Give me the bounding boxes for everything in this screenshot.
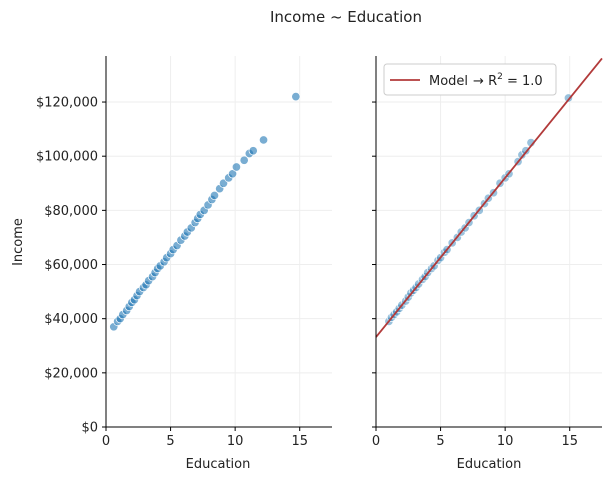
left-data-point [239, 155, 249, 165]
right-grid [375, 56, 602, 428]
left-data-point [248, 146, 258, 156]
right-panel: 0 5 10 15 Education Model → R2 = 1.0 [372, 56, 603, 472]
left-data-point [228, 169, 238, 179]
legend-formula-sup: 2 [497, 72, 503, 82]
left-x-tick-label: 0 [102, 434, 110, 449]
left-x-tick-label: 5 [166, 434, 174, 449]
left-x-tick-label: 15 [291, 434, 308, 449]
left-x-tick-label: 10 [227, 434, 244, 449]
right-axes: 0 5 10 15 [372, 56, 602, 449]
left-axes: 0 5 10 15 $0 $20,000 $40,000 $60,000 $80,000 $100… [36, 56, 332, 449]
legend-entry: Model → R2 = 1.0 [429, 72, 543, 89]
legend-formula-prefix: → R [473, 74, 497, 89]
legend-formula-suffix: = 1.0 [503, 74, 543, 89]
right-x-tick-label: 10 [497, 434, 514, 449]
y-axis-label: Income [11, 218, 26, 266]
right-x-tick-label: 15 [561, 434, 578, 449]
right-x-tick-label: 0 [372, 434, 380, 449]
y-tick-label: $0 [81, 421, 98, 436]
y-tick-label: $80,000 [44, 204, 98, 219]
left-data-point [259, 135, 269, 145]
left-panel: 0 5 10 15 $0 $20,000 $40,000 $60,000 $80,000 $100… [11, 56, 332, 472]
left-scatter-points [109, 92, 301, 332]
left-data-point [291, 92, 301, 102]
y-tick-label: $120,000 [36, 96, 98, 111]
y-tick-label: $100,000 [36, 150, 98, 165]
left-data-point [231, 162, 241, 172]
legend-box [383, 63, 557, 96]
y-tick-label: $40,000 [44, 312, 98, 327]
y-tick-label: $60,000 [44, 258, 98, 273]
figure-title: Income ~ Education [270, 8, 422, 26]
legend-label: Model [429, 74, 468, 89]
left-grid [105, 56, 332, 428]
right-model-line-group [375, 57, 603, 338]
left-data-point [209, 190, 220, 201]
legend: Model → R2 = 1.0 [383, 63, 557, 96]
right-x-axis-label: Education [457, 457, 522, 472]
right-x-tick-label: 5 [436, 434, 444, 449]
left-x-axis-label: Education [186, 457, 251, 472]
model-line [375, 57, 603, 338]
y-tick-label: $20,000 [44, 366, 98, 381]
